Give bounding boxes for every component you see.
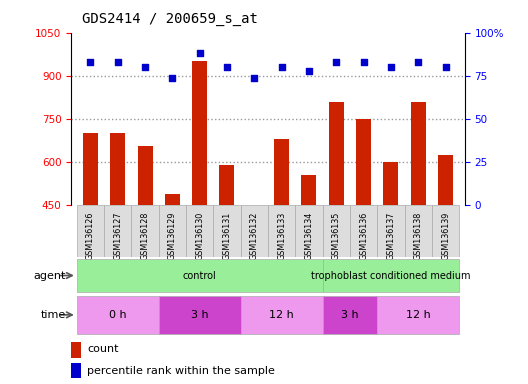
Bar [241,296,323,334]
Bar [329,102,344,205]
Point [305,68,313,74]
Text: GSM136131: GSM136131 [222,212,231,260]
Bar [192,61,207,205]
Bar [383,162,399,205]
Bar [159,296,241,334]
Bar [432,205,459,257]
Text: control: control [183,270,216,281]
Text: GSM136134: GSM136134 [305,212,314,260]
Text: 3 h: 3 h [341,310,359,320]
Bar [377,205,404,257]
Text: GSM136127: GSM136127 [113,212,122,260]
Point [223,64,231,70]
Bar [110,134,125,205]
Bar [137,146,153,205]
Point [277,64,286,70]
Bar [77,205,104,257]
Bar [104,205,131,257]
Point [386,64,395,70]
Bar [71,363,81,378]
Text: percentile rank within the sample: percentile rank within the sample [87,366,275,376]
Text: GDS2414 / 200659_s_at: GDS2414 / 200659_s_at [82,12,258,25]
Point [195,50,204,56]
Bar [295,205,323,257]
Text: 12 h: 12 h [269,310,294,320]
Point [86,59,95,65]
Bar [323,296,377,334]
Point [141,64,149,70]
Text: GSM136136: GSM136136 [359,212,368,260]
Bar [323,205,350,257]
Bar [274,139,289,205]
Bar [220,165,234,205]
Text: GSM136130: GSM136130 [195,212,204,260]
Bar [323,259,459,292]
Text: GSM136133: GSM136133 [277,212,286,260]
Text: 3 h: 3 h [191,310,209,320]
Text: GSM136138: GSM136138 [414,212,423,260]
Point [250,74,259,81]
Text: GSM136135: GSM136135 [332,212,341,260]
Bar [77,259,323,292]
Bar [83,134,98,205]
Bar [77,296,159,334]
Text: GSM136132: GSM136132 [250,212,259,260]
Bar [213,205,241,257]
Point [114,59,122,65]
Text: GSM136129: GSM136129 [168,212,177,260]
Text: count: count [87,344,118,354]
Bar [131,205,159,257]
Bar [159,205,186,257]
Text: GSM136137: GSM136137 [386,212,395,260]
Bar [350,205,377,257]
Bar [268,205,295,257]
Bar [356,119,371,205]
Text: GSM136139: GSM136139 [441,212,450,260]
Bar [241,205,268,257]
Bar [411,102,426,205]
Text: 0 h: 0 h [109,310,127,320]
Bar [71,342,81,358]
Text: agent: agent [34,270,66,281]
Bar [377,296,459,334]
Text: trophoblast conditioned medium: trophoblast conditioned medium [311,270,470,281]
Point [168,74,176,81]
Bar [301,175,316,205]
Point [332,59,341,65]
Bar [404,205,432,257]
Point [414,59,422,65]
Text: 12 h: 12 h [406,310,430,320]
Bar [186,205,213,257]
Text: GSM136128: GSM136128 [140,212,149,260]
Text: time: time [41,310,66,320]
Bar [438,155,453,205]
Point [360,59,368,65]
Bar [165,194,180,205]
Point [441,64,450,70]
Text: GSM136126: GSM136126 [86,212,95,260]
